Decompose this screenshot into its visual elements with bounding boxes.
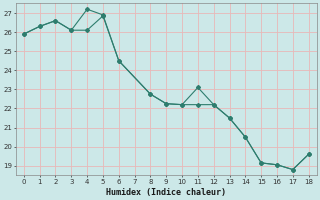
X-axis label: Humidex (Indice chaleur): Humidex (Indice chaleur)	[106, 188, 226, 197]
